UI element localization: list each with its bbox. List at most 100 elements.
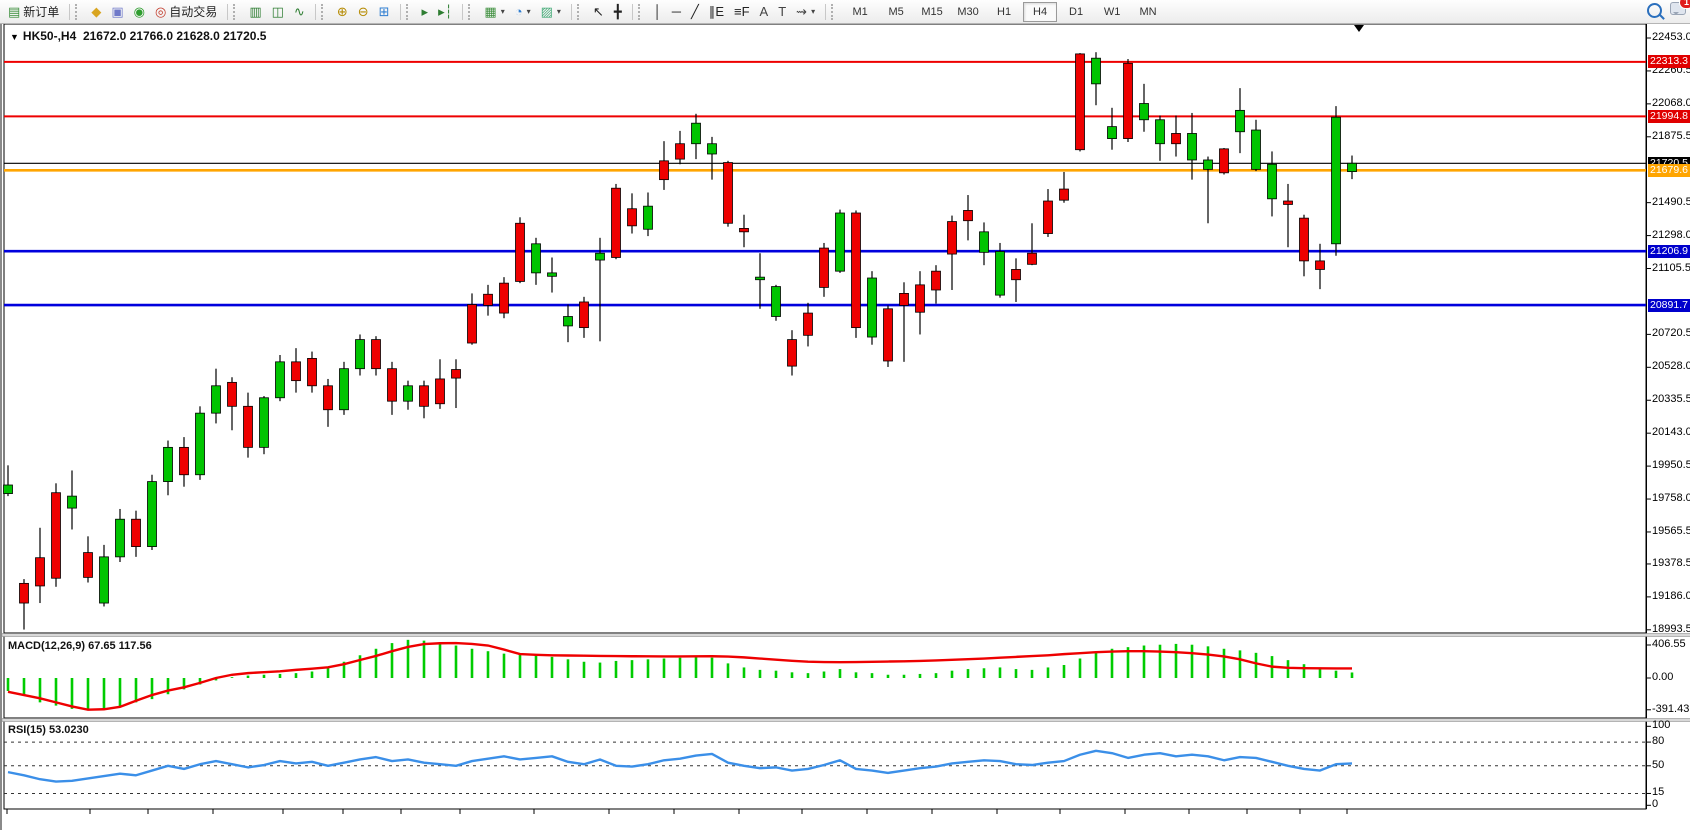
chart-title: ▼ HK50-,H4 21672.0 21766.0 21628.0 21720.… [10, 29, 266, 43]
text-icon: A [759, 4, 769, 19]
auto-trading-button[interactable]: ◎ 自动交易 [150, 1, 222, 23]
equidistant-channel-icon: ∥E [708, 4, 724, 19]
line-chart-button[interactable]: ∿ [289, 1, 310, 23]
chart-shift-marker-icon[interactable] [1354, 25, 1364, 32]
timeframe-h4-button[interactable]: H4 [1023, 1, 1058, 22]
template-button[interactable]: ▨ ▾ [536, 1, 566, 23]
timeframe-m30-button[interactable]: M30 [957, 5, 979, 18]
rsi-label: RSI(15) 53.0230 [8, 724, 89, 736]
candle-body [835, 212, 845, 272]
auto-scroll-button[interactable]: ▸ [417, 1, 434, 23]
candle-body [1139, 103, 1149, 121]
candle-body [675, 143, 685, 160]
signals-button[interactable]: ◉ [129, 1, 150, 23]
chart-window[interactable]: ▼ HK50-,H4 21672.0 21766.0 21628.0 21720.… [0, 24, 1690, 830]
timeframe-h1-button[interactable]: H1 [997, 5, 1012, 18]
bar-chart-button[interactable]: ▥ [244, 1, 266, 23]
zoom-in-button[interactable]: ⊕ [332, 1, 353, 23]
toolbar-group-services: ◆ ▣ ◉ ◎ 自动交易 [83, 1, 225, 23]
candle-body [771, 286, 781, 317]
auto-trading-button-label: 自动交易 [169, 5, 218, 19]
tile-windows-button[interactable]: ⊞ [374, 1, 395, 23]
candle-body [643, 205, 653, 230]
chevron-down-icon[interactable]: ▾ [526, 7, 531, 16]
candle-body [1299, 217, 1309, 262]
pane-divider[interactable] [2, 718, 1690, 722]
price-badge-21994.8: 21994.8 [1648, 109, 1690, 123]
new-chart-button[interactable]: ▦ ▾ [479, 1, 509, 23]
new-chart-icon: ▦ [484, 4, 497, 19]
fibonacci-button[interactable]: ≡F [729, 1, 755, 23]
cursor-button[interactable]: ↖ [588, 1, 609, 23]
candle-chart-icon: ◫ [271, 4, 284, 19]
candle-body [563, 316, 573, 327]
candle-body [371, 339, 381, 370]
candle-body [307, 358, 317, 387]
price-badge-22313.3: 22313.3 [1648, 55, 1690, 69]
chart-shift-icon: ▸┆ [438, 4, 453, 19]
macd-signal-line [7, 641, 1353, 711]
market-watch-icon: ◆ [91, 4, 102, 19]
timeframe-w1-button[interactable]: W1 [1103, 5, 1121, 18]
chevron-down-icon[interactable]: ▾ [500, 7, 505, 16]
chevron-down-icon[interactable]: ▾ [556, 7, 561, 16]
search-icon[interactable] [1647, 2, 1662, 18]
horizontal-line-button[interactable]: ─ [667, 1, 686, 23]
rsi-line [7, 749, 1353, 783]
candle-body [627, 208, 637, 227]
rsi-tick-label: 80 [1652, 735, 1665, 748]
macd-tick-label: 406.55 [1652, 637, 1686, 650]
market-watch-button[interactable]: ◆ [86, 1, 106, 23]
profile-icon: ▣ [111, 4, 124, 19]
candle-body [419, 385, 429, 407]
candle-body [323, 385, 333, 411]
vertical-line-button[interactable]: │ [649, 1, 667, 23]
text-label-icon: T [778, 4, 787, 19]
candle-body [1107, 126, 1117, 139]
zoom-out-button[interactable]: ⊖ [353, 1, 374, 23]
candle-body [739, 228, 749, 233]
chart-canvas[interactable] [2, 24, 1690, 830]
candle-body [915, 284, 925, 313]
trend-line-button[interactable]: ╱ [686, 1, 704, 23]
text-button[interactable]: A [755, 1, 774, 23]
timeframe-m5-button[interactable]: M5 [888, 5, 904, 18]
arrows-button[interactable]: ⇝ ▾ [791, 1, 820, 23]
candle-body [1267, 163, 1277, 200]
candle-body [451, 369, 461, 379]
collapse-triangle-icon[interactable]: ▼ [10, 32, 19, 42]
candle-body [867, 277, 877, 338]
period-button[interactable]: ◔ ▾ [510, 1, 536, 23]
candle-body [1251, 129, 1261, 170]
timeframe-m1-button[interactable]: M1 [852, 5, 868, 18]
candle-body [291, 361, 301, 382]
candle-chart-button[interactable]: ◫ [267, 1, 289, 23]
price-badge-21206.9: 21206.9 [1648, 244, 1690, 258]
chat-button[interactable]: 1 [1670, 0, 1690, 18]
price-badge-20891.7: 20891.7 [1648, 298, 1690, 312]
candle-body [659, 160, 669, 181]
profile-button[interactable]: ▣ [106, 1, 128, 23]
price-tick-label: 21875.5 [1652, 129, 1690, 142]
candle-body [899, 293, 909, 306]
candle-body [35, 557, 45, 587]
timeframe-d1-button[interactable]: D1 [1069, 5, 1084, 18]
candle-body [579, 301, 589, 329]
new-order-button[interactable]: ▤ 新订单 [3, 1, 64, 23]
timeframe-mn-button[interactable]: MN [1139, 5, 1157, 18]
candle-body [1219, 148, 1229, 174]
chart-shift-button[interactable]: ▸┆ [433, 1, 457, 23]
pane-divider[interactable] [2, 633, 1690, 637]
candle-body [1235, 109, 1245, 133]
chevron-down-icon[interactable]: ▾ [811, 7, 816, 16]
text-label-button[interactable]: T [773, 1, 791, 23]
timeframe-m15-button[interactable]: M15 [921, 5, 943, 18]
toolbar-group-zoom: ⊕ ⊖ ⊞ [329, 1, 398, 23]
crosshair-button[interactable]: ╋ [609, 1, 627, 23]
equidistant-channel-button[interactable]: ∥E [704, 1, 729, 23]
candle-body [1203, 159, 1213, 170]
zoom-out-icon: ⊖ [357, 4, 369, 19]
candle-body [595, 252, 605, 261]
candle-body [515, 222, 525, 282]
new-order-icon: ▤ [8, 4, 21, 19]
